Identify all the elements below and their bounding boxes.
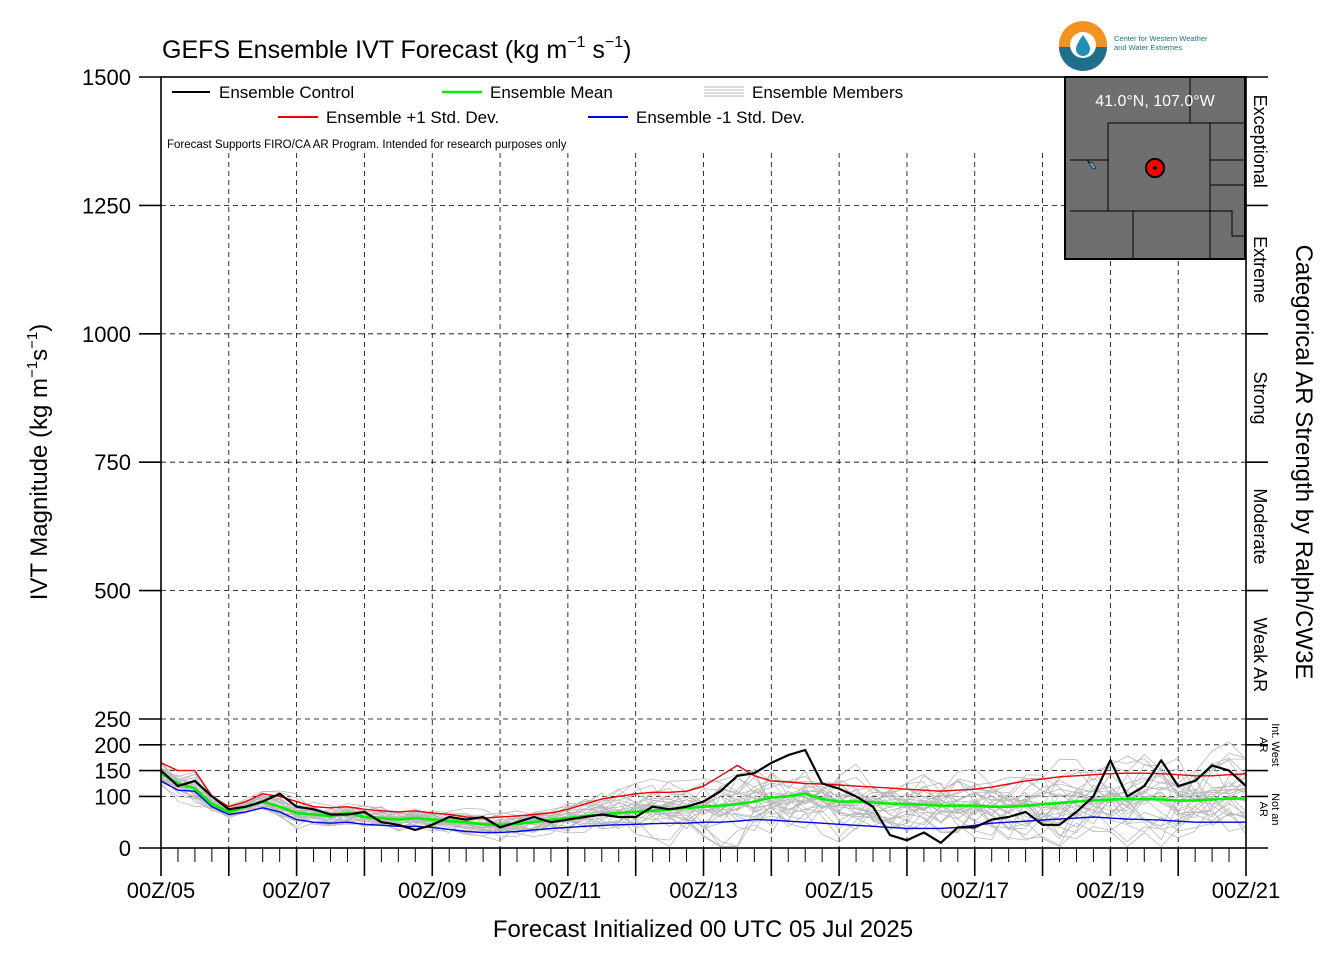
x-tick-label: 00Z/19	[1076, 878, 1145, 903]
y-tick-label: 1250	[82, 193, 131, 218]
legend-minus-sd-label: Ensemble -1 Std. Dev.	[636, 108, 805, 127]
legend-control-label: Ensemble Control	[219, 83, 354, 102]
category-label: Weak AR	[1250, 617, 1270, 692]
category-label: AR	[1257, 737, 1269, 752]
ensemble-member-line	[161, 778, 1246, 831]
ensemble-member-line	[161, 767, 1246, 830]
legend-plus-sd-label: Ensemble +1 Std. Dev.	[326, 108, 499, 127]
x-tick-label: 00Z/09	[398, 878, 467, 903]
y-tick-label: 1500	[82, 65, 131, 90]
ensemble-minus-sd-line	[161, 780, 1246, 834]
ensemble-plus-sd-line	[161, 762, 1246, 819]
x-tick-label: 00Z/11	[534, 878, 601, 903]
y-axis-label: IVT Magnitude (kg m−1s−1)	[24, 324, 53, 601]
x-tick-label: 00Z/07	[262, 878, 331, 903]
category-label: Not an	[1269, 793, 1281, 825]
ensemble-member-line	[161, 775, 1246, 830]
category-label: Strong	[1250, 371, 1270, 424]
x-axis: 00Z/05 00Z/07 00Z/09 00Z/11 00Z/13 00Z/15 00Z/…	[127, 848, 1281, 903]
ensemble-member-line	[161, 772, 1246, 822]
grid	[161, 153, 1246, 848]
ensemble-member-line	[161, 780, 1246, 848]
ensemble-member-line	[161, 762, 1246, 834]
category-label: Exceptional	[1250, 95, 1270, 188]
legend: Ensemble Control Ensemble Mean Ensemble …	[167, 83, 903, 151]
ensemble-members	[161, 741, 1246, 848]
ensemble-member-line	[161, 776, 1246, 832]
y-tick-label: 0	[119, 836, 131, 861]
legend-mean-label: Ensemble Mean	[490, 83, 613, 102]
y-tick-label: 500	[94, 579, 131, 604]
ensemble-member-line	[161, 758, 1246, 829]
series-lines	[161, 748, 1246, 844]
x-tick-label: 00Z/17	[941, 878, 1010, 903]
ensemble-member-line	[161, 768, 1246, 847]
ensemble-mean-line	[161, 772, 1246, 827]
y-tick-label: 150	[94, 759, 131, 784]
y-tick-label: 100	[94, 784, 131, 809]
y-tick-label: 750	[94, 450, 131, 475]
ensemble-member-line	[161, 758, 1246, 838]
cw3e-logo: Center for Western Weather and Water Ext…	[1059, 21, 1208, 71]
x-tick-label: 00Z/13	[669, 878, 738, 903]
x-tick-label: 00Z/05	[127, 878, 196, 903]
inset-map: 41.0°N, 107.0°W	[1064, 76, 1246, 260]
logo-drop-icon	[1076, 35, 1090, 56]
x-tick-label: 00Z/15	[805, 878, 874, 903]
y-tick-label: 250	[94, 707, 131, 732]
category-label: Moderate	[1250, 488, 1270, 564]
ensemble-control-line	[161, 748, 1246, 844]
y-tick-label: 200	[94, 733, 131, 758]
inset-map-coordinates: 41.0°N, 107.0°W	[1095, 93, 1215, 110]
chart-title: GEFS Ensemble IVT Forecast (kg m−1 s−1)	[162, 34, 632, 64]
y-tick-label: 1000	[82, 322, 131, 347]
logo-water-band	[1059, 47, 1107, 71]
research-note: Forecast Supports FIRO/CA AR Program. In…	[167, 139, 567, 151]
legend-members-label: Ensemble Members	[752, 83, 903, 102]
ensemble-member-line	[161, 769, 1246, 847]
location-marker-center	[1153, 166, 1157, 170]
logo-text-line2: and Water Extremes	[1114, 43, 1182, 52]
category-label: AR	[1257, 802, 1269, 817]
category-axis: Exceptional Extreme Strong Moderate Weak AR I…	[1246, 76, 1281, 849]
category-label: Extreme	[1250, 236, 1270, 303]
category-label: Int. West	[1269, 723, 1281, 766]
inset-map-state-borders	[1070, 78, 1244, 258]
ensemble-member-line	[161, 768, 1246, 843]
logo-text-line1: Center for Western Weather	[1114, 34, 1208, 43]
legend-members-swatch	[704, 86, 744, 97]
x-tick-label: 00Z/21	[1212, 878, 1281, 903]
inset-map-lake-icon	[1086, 159, 1097, 170]
x-axis-label: Forecast Initialized 00 UTC 05 Jul 2025	[493, 916, 913, 943]
right-axis-label: Categorical AR Strength by Ralph/CW3E	[1290, 245, 1317, 680]
ensemble-member-line	[161, 763, 1246, 838]
